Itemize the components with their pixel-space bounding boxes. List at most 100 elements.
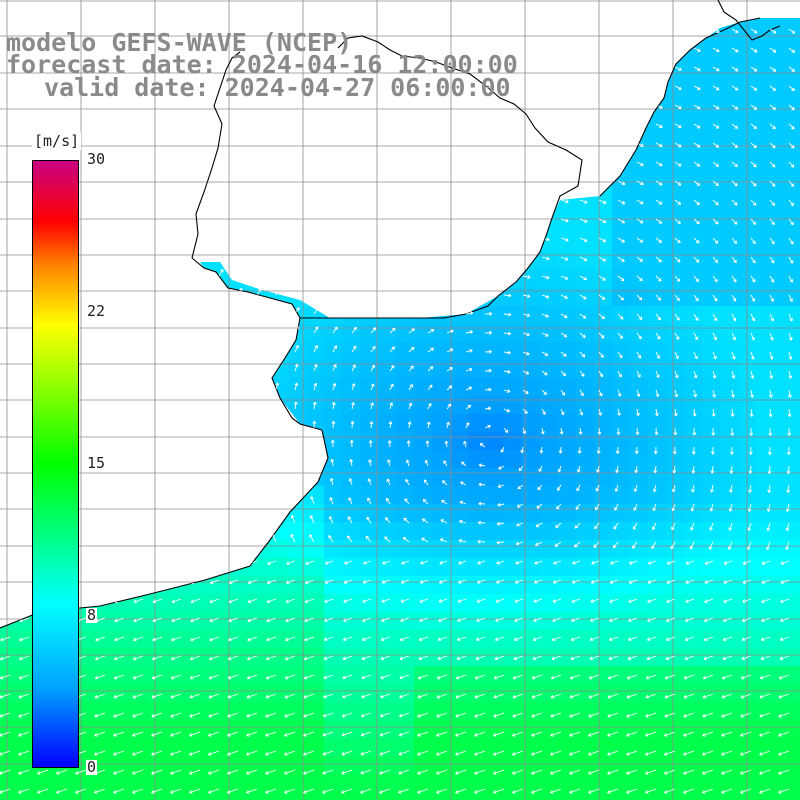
wind-arrow: [674, 123, 682, 129]
field-cell: [774, 180, 793, 199]
wind-arrow: [405, 478, 410, 486]
wind-arrow: [484, 27, 493, 31]
wind-arrow: [121, 439, 126, 448]
wind-arrow: [571, 579, 581, 584]
wind-arrow: [612, 541, 619, 549]
wind-arrow: [427, 158, 436, 163]
wind-arrow: [484, 349, 492, 354]
field-cell: [504, 432, 523, 451]
wind-arrow: [730, 427, 735, 436]
wind-arrow: [703, 655, 714, 661]
wind-arrow: [9, 249, 14, 258]
field-cell: [756, 450, 775, 469]
field-cell: [36, 18, 55, 19]
field-cell: [468, 432, 487, 451]
wind-arrow: [253, 495, 258, 505]
wind-arrow: [614, 484, 619, 492]
field-cell: [720, 342, 739, 361]
field-cell: [468, 342, 487, 361]
field-cell: [198, 612, 217, 631]
field-cell: [396, 612, 415, 631]
field-cell: [486, 702, 505, 721]
field-cell: [0, 594, 19, 613]
field-cell: [90, 18, 109, 19]
field-cell: [126, 360, 145, 379]
wind-arrow: [560, 332, 568, 338]
wind-arrow: [655, 218, 663, 224]
wind-arrow: [560, 351, 567, 357]
wind-arrow: [343, 579, 353, 584]
field-cell: [360, 558, 379, 577]
field-cell: [630, 576, 649, 595]
field-cell: [108, 324, 127, 343]
field-cell: [162, 432, 181, 451]
field-cell: [396, 342, 415, 361]
field-cell: [450, 198, 469, 217]
field-cell: [414, 702, 433, 721]
field-cell: [288, 18, 307, 19]
field-cell: [18, 774, 37, 793]
wind-arrow: [389, 101, 398, 106]
field-cell: [756, 414, 775, 433]
wind-arrow: [83, 439, 88, 448]
wind-arrow: [731, 85, 739, 91]
field-cell: [162, 576, 181, 595]
field-cell: [378, 558, 397, 577]
field-cell: [144, 468, 163, 487]
wind-arrow: [541, 65, 550, 70]
field-cell: [594, 378, 613, 397]
field-cell: [468, 18, 487, 37]
field-cell: [360, 162, 379, 181]
field-cell: [288, 198, 307, 217]
wind-arrow: [674, 142, 682, 148]
wind-arrow: [785, 522, 790, 531]
field-cell: [468, 684, 487, 703]
wind-arrow: [731, 351, 736, 360]
field-cell: [396, 270, 415, 289]
wind-arrow: [294, 119, 302, 125]
wind-arrow: [275, 288, 281, 296]
field-cell: [792, 756, 800, 775]
field-cell: [396, 774, 415, 793]
field-cell: [144, 108, 163, 127]
field-cell: [630, 216, 649, 235]
wind-arrow: [103, 382, 108, 391]
wind-arrow: [408, 215, 417, 220]
field-cell: [360, 468, 379, 487]
field-cell: [126, 234, 145, 253]
wind-arrow: [465, 367, 473, 372]
field-cell: [702, 648, 721, 667]
wind-arrow: [484, 235, 493, 240]
wind-arrow: [465, 311, 474, 316]
field-cell: [126, 774, 145, 793]
wind-arrow: [598, 408, 603, 416]
wind-arrow: [313, 251, 320, 258]
wind-arrow: [708, 541, 714, 550]
wind-arrow: [484, 159, 493, 164]
field-cell: [450, 504, 469, 523]
wind-arrow: [7, 514, 11, 524]
wind-arrow: [460, 481, 467, 486]
wind-arrow: [214, 533, 220, 543]
wind-arrow: [693, 104, 701, 110]
field-cell: [468, 774, 487, 793]
field-cell: [414, 126, 433, 145]
field-cell: [504, 684, 523, 703]
field-cell: [450, 144, 469, 163]
field-cell: [792, 72, 800, 91]
field-cell: [126, 540, 145, 559]
field-cell: [378, 666, 397, 685]
field-cell: [504, 558, 523, 577]
field-cell: [540, 738, 559, 757]
field-cell: [396, 756, 415, 775]
field-cell: [270, 648, 289, 667]
wind-arrow: [18, 674, 30, 680]
field-cell: [180, 378, 199, 397]
wind-arrow: [671, 484, 676, 493]
field-cell: [558, 108, 577, 127]
field-cell: [432, 432, 451, 451]
field-cell: [270, 486, 289, 505]
field-cell: [522, 288, 541, 307]
wind-arrow: [598, 104, 607, 109]
field-cell: [432, 306, 451, 325]
